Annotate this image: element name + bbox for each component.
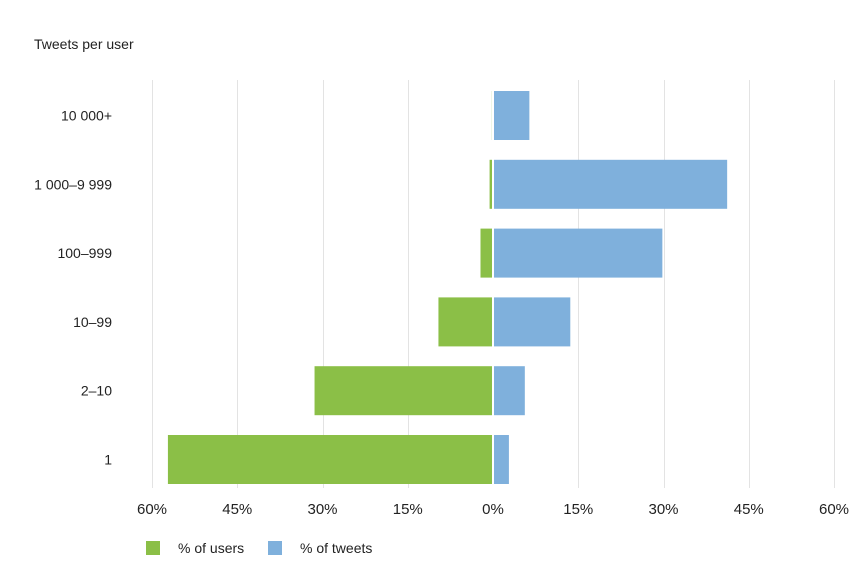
bar-tweets-1 <box>493 159 728 209</box>
category-label-4: 2–10 <box>81 383 112 399</box>
x-tick-label-5: 15% <box>563 501 593 518</box>
category-label-3: 10–99 <box>73 314 112 330</box>
category-label-1: 1 000–9 999 <box>34 176 112 192</box>
bar-tweets-3 <box>493 297 571 347</box>
category-label-0: 10 000+ <box>61 108 112 124</box>
grid-lines <box>152 80 835 488</box>
x-tick-label-2: 30% <box>307 501 337 518</box>
x-tick-label-8: 60% <box>819 501 849 518</box>
legend: % of users % of tweets <box>146 540 372 556</box>
legend-swatch-users <box>146 541 160 555</box>
bar-users-2 <box>480 228 493 278</box>
x-tick-label-0: 60% <box>137 501 167 518</box>
bars <box>167 80 728 488</box>
bar-tweets-4 <box>493 366 525 416</box>
legend-swatch-tweets <box>268 541 282 555</box>
bar-users-1 <box>489 159 493 209</box>
bar-users-3 <box>438 297 493 347</box>
bar-tweets-5 <box>493 435 509 484</box>
x-tick-label-4: 0% <box>482 501 504 518</box>
bar-users-4 <box>314 366 493 416</box>
x-tick-label-6: 30% <box>648 501 678 518</box>
legend-label-tweets: % of tweets <box>300 540 372 556</box>
bar-users-5 <box>167 435 493 484</box>
x-tick-labels: 60% 45% 30% 15% 0% 15% 30% 45% 60% <box>137 501 849 518</box>
category-label-2: 100–999 <box>57 245 112 261</box>
bar-tweets-2 <box>493 228 663 278</box>
x-tick-label-7: 45% <box>734 501 764 518</box>
category-label-5: 1 <box>104 452 112 468</box>
x-tick-label-1: 45% <box>222 501 252 518</box>
legend-label-users: % of users <box>178 540 244 556</box>
bar-tweets-0 <box>493 91 530 140</box>
x-tick-label-3: 15% <box>393 501 423 518</box>
category-labels: 10 000+ 1 000–9 999 100–999 10–99 2–10 1 <box>34 108 112 468</box>
y-axis-title: Tweets per user <box>34 36 134 52</box>
